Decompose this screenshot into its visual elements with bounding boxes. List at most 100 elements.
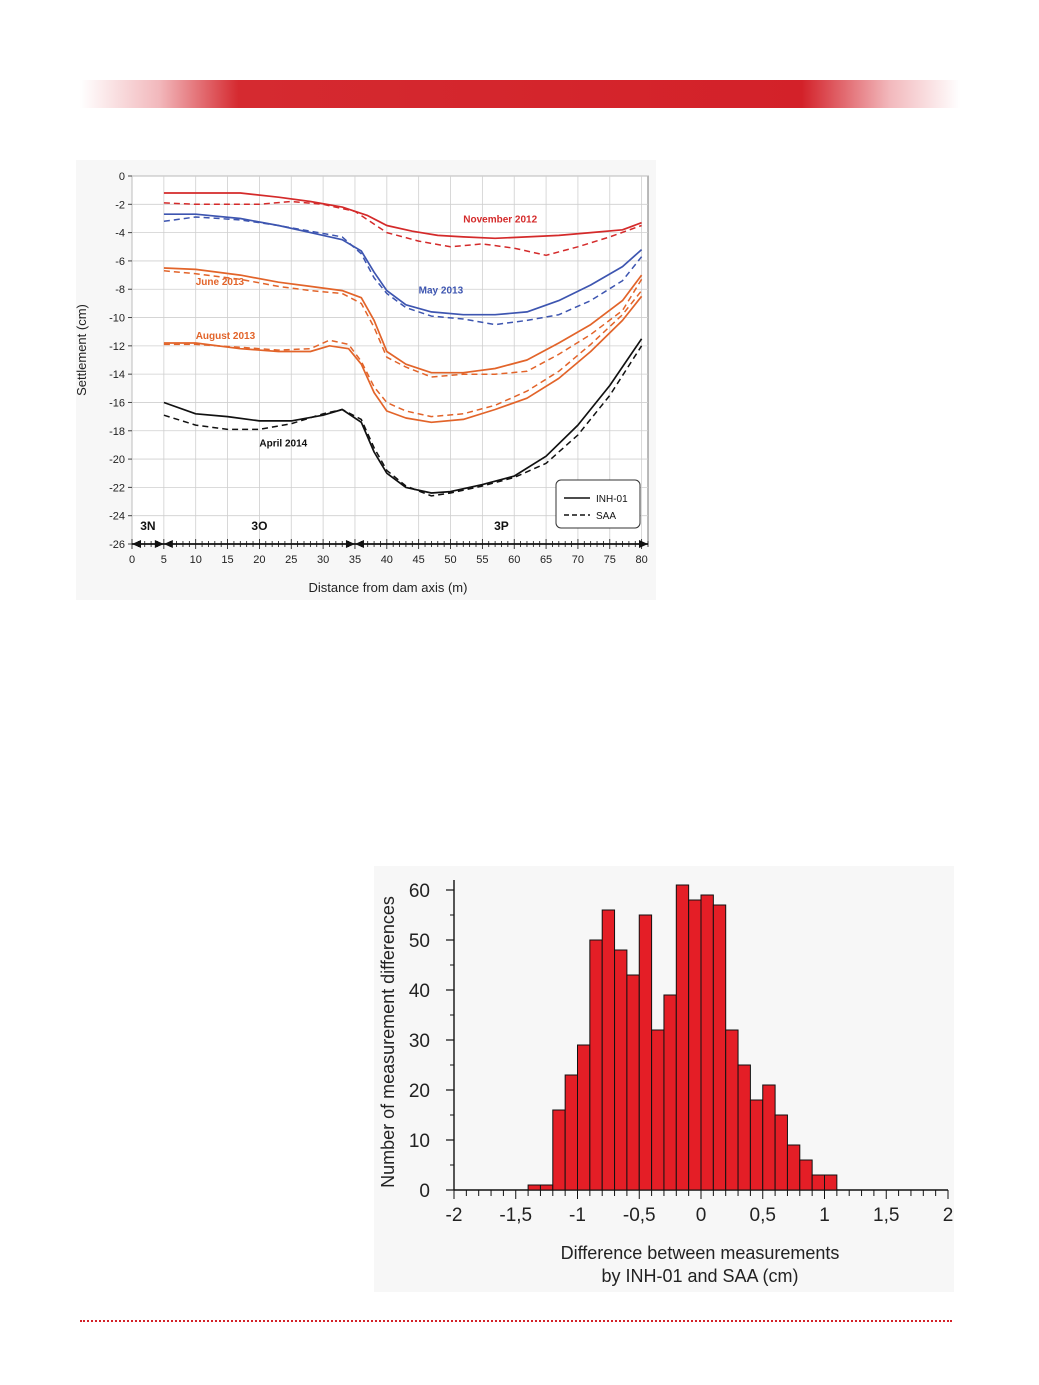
chart1-legend-label: SAA [596,511,616,522]
chart1-series-label: August 2013 [196,331,256,342]
chart2-bars [527,884,838,1191]
chart1-axes: 0 5 10 15 20 25 30 35 40 45 50 55 60 65 70 75 80 0 -2 -4 -6 -… [109,171,648,566]
chart2-bar [552,1109,566,1191]
chart1-series-line [163,216,643,326]
chart1-x-tick-label: 25 [285,554,297,566]
chart1-x-tick-label: 75 [604,554,616,566]
chart1-zone-arrowhead [163,540,173,548]
chart1-legend-box [555,479,641,529]
chart1-series-label: April 2014 [259,438,307,449]
chart1-x-tick-label: 80 [636,554,648,566]
chart2-y-tick-label: 40 [409,981,430,1002]
chart1-y-tick-label: 0 [119,171,125,183]
chart1-zone-label: 3N [140,519,155,533]
chart1-legend-label: INH-01 [596,494,628,505]
chart2-x-tick-label: 2 [943,1205,954,1226]
chart2-bar [527,1184,541,1191]
chart2-x-tick-label: -0,5 [623,1205,656,1226]
chart1-x-tick-label: 20 [253,554,265,566]
chart1-series-label: May 2013 [419,285,464,296]
chart2-bar [737,1064,751,1191]
chart1-x-tick-label: 60 [508,554,520,566]
chart2-bar [614,949,628,1191]
chart1-zone-markers: 3N 3O 3P [131,519,649,549]
chart2-bar [601,909,616,1191]
chart1-series-line [163,192,642,240]
chart2-bar [811,1174,825,1191]
chart1-y-tick-label: -24 [109,511,125,523]
chart2-bar [688,899,702,1191]
chart1-x-tick-label: 40 [381,554,393,566]
chart2-y-tick-label: 20 [409,1081,430,1102]
chart2-bar [539,1184,554,1191]
chart1-zone-label: 3P [494,519,509,533]
chart1-y-tick-label: -26 [109,539,125,551]
chart1-x-tick-label: 35 [349,554,361,566]
chart2-bar [577,1044,591,1191]
chart1-series-line [163,213,643,316]
chart1-zone-arrowhead [354,540,364,548]
chart2-bar [824,1174,838,1191]
chart2-y-tick-label: 60 [409,881,430,902]
chart2-bar [651,1029,665,1191]
chart1-series-line [163,295,643,424]
chart1-series-label: June 2013 [196,277,245,288]
chart2-bar [712,904,727,1191]
chart1-y-tick-label: -6 [115,256,125,268]
chart2-bar [799,1159,813,1191]
chart2-x-tick-label: -1,5 [499,1205,532,1226]
chart1-x-tick-label: 55 [476,554,488,566]
chart2-bar [762,1084,776,1191]
chart1-y-tick-label: -16 [109,397,125,409]
chart2-bar [638,914,653,1191]
chart1-y-tick-label: -20 [109,454,125,466]
chart1-y-tick-label: -2 [115,199,125,211]
chart2-bar [786,1144,801,1191]
chart1-grid [131,175,649,545]
chart1-series-line [163,267,643,374]
chart1-zone-arrowhead [639,540,648,548]
chart1-series-line [163,290,643,418]
settlement-line-chart: 0 5 10 15 20 25 30 35 40 45 50 55 60 65 70 75 80 0 -2 -4 -6 -… [76,160,656,600]
chart1-x-tick-label: 30 [317,554,329,566]
chart2-x-tick-label: 1,5 [873,1205,899,1226]
chart2-bar [700,894,714,1191]
chart2-y-axis-label: Number of measurement differences [378,896,398,1188]
chart1-y-tick-label: -4 [115,228,125,240]
chart1-legend: INH-01 SAA [555,479,641,529]
chart1-y-tick-label: -14 [109,369,125,381]
chart1-y-axis-label: Settlement (cm) [76,304,89,396]
footer-divider [80,1320,952,1322]
chart1-y-tick-label: -8 [115,284,125,296]
chart2-bar [725,1029,739,1191]
chart2-bar [626,974,640,1191]
chart1-y-tick-label: -12 [109,341,125,353]
chart1-series-line [163,270,643,378]
chart1-x-axis-label: Distance from dam axis (m) [309,580,468,595]
chart2-bar [564,1074,578,1191]
chart1-series-line [163,345,643,497]
chart2-x-axis-label-line2: by INH-01 and SAA (cm) [601,1266,798,1286]
chart2-axes: 0 10 20 30 40 50 60 -2 -1,5 -1 -0,5 0 0,5 1 1,5 2 [409,880,953,1226]
chart2-x-tick-label: -2 [446,1205,463,1226]
chart1-zone-label: 3O [251,519,267,533]
chart1-zone-arrowhead [154,540,164,548]
chart2-bar [663,994,677,1191]
difference-histogram: 0 10 20 30 40 50 60 -2 -1,5 -1 -0,5 0 0,5 1 1,5 2 Diffe… [374,866,954,1292]
chart2-bar [589,939,603,1191]
chart2-x-tick-label: 0,5 [750,1205,776,1226]
chart1-series-label: November 2012 [463,215,537,226]
chart1-x-tick-label: 70 [572,554,584,566]
chart2-y-tick-label: 30 [409,1031,430,1052]
chart2-x-axis-label-line1: Difference between measurements [561,1243,840,1263]
chart1-x-tick-label: 5 [161,554,167,566]
chart1-zone-arrowhead [345,540,355,548]
chart1-zone-arrowhead [132,540,141,548]
chart1-x-tick-label: 10 [190,554,202,566]
chart1-series-line [163,338,643,494]
chart2-y-tick-label: 10 [409,1131,430,1152]
chart2-x-tick-label: 1 [819,1205,830,1226]
chart2-bar [774,1114,788,1191]
chart1-series [163,192,643,497]
chart1-x-tick-label: 0 [129,554,135,566]
